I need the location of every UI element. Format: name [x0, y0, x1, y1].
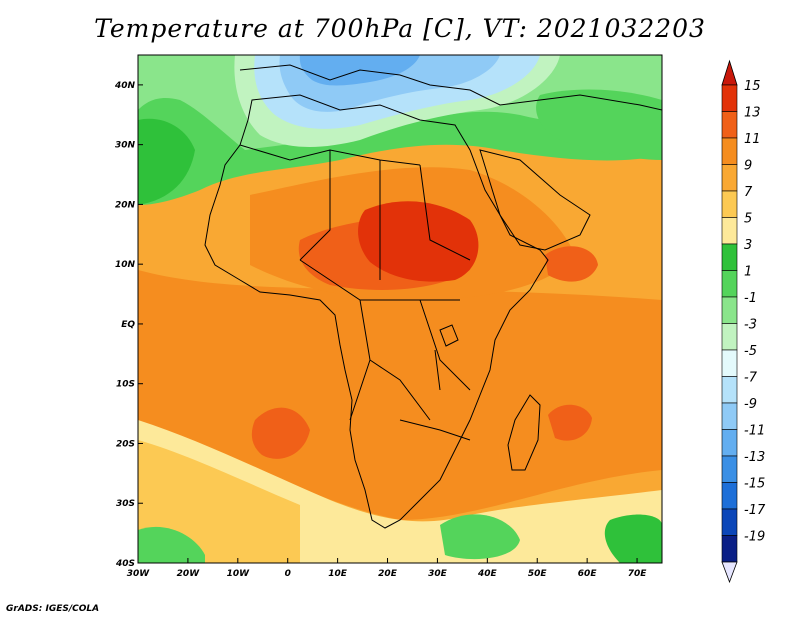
lon-tick-label: 30E [428, 569, 448, 579]
colorbar: 15 13 11 9 7 5 3 1 -1 -3 -5 -7 -9 -11 -13 -15 -17 -19 [721, 59, 766, 584]
colorbar-label: 15 [744, 79, 761, 94]
lon-tick-label: 10E [328, 569, 348, 579]
lat-tick-label: 40N [114, 81, 136, 91]
madagascar-east-warm [548, 404, 592, 441]
colorbar-label: -5 [744, 344, 757, 359]
southwest-ocean-warm [251, 407, 310, 459]
colorbar-label: -13 [744, 450, 765, 465]
colorbar-segment [721, 349, 738, 377]
colorbar-segment [721, 482, 738, 510]
lon-tick-label: 20W [177, 569, 201, 579]
colorbar-label: -9 [744, 397, 757, 412]
colorbar-label: -3 [744, 318, 757, 333]
colorbar-label: -15 [744, 477, 765, 492]
colorbar-max-arrow [721, 59, 738, 86]
lon-tick-label: 10W [227, 569, 251, 579]
colorbar-label: -11 [744, 424, 765, 439]
madagascar-coastline [507, 394, 541, 471]
colorbar-label: 3 [744, 238, 752, 253]
colorbar-segment [721, 376, 738, 404]
colorbar-label: 13 [744, 106, 761, 121]
temperature-field [138, 55, 662, 563]
colorbar-label: -7 [744, 371, 758, 386]
sudan-hot-core [358, 201, 479, 282]
colorbar-label: 5 [744, 212, 752, 227]
colorbar-label: 7 [744, 185, 753, 200]
lon-tick-label: 30W [127, 569, 151, 579]
colorbar-segment [721, 84, 738, 112]
colorbar-label: 1 [744, 265, 752, 280]
lat-tick-label: EQ [121, 320, 135, 330]
colorbar-segment [721, 508, 738, 536]
colorbar-segment [721, 323, 738, 351]
lat-tick-label: 10S [116, 380, 135, 390]
somalia-warm [545, 246, 598, 282]
colorbar-min-arrow [721, 561, 738, 584]
colorbar-label: -1 [744, 291, 757, 306]
colorbar-segment [721, 296, 738, 324]
lon-tick-label: 20E [378, 569, 398, 579]
south-green-3 [604, 514, 662, 563]
longitude-axis: 30W 20W 10W 0 10E 20E 30E 40E 50E 60E 70E [127, 558, 647, 579]
lat-tick-label: 30N [115, 141, 136, 151]
arabian-peninsula-coastline [479, 149, 591, 251]
colorbar-segment [721, 270, 738, 298]
colorbar-label: -17 [744, 503, 766, 518]
colorbar-segment [721, 402, 738, 430]
colorbar-segment [721, 243, 738, 271]
lon-tick-label: 50E [528, 569, 548, 579]
south-green-2 [440, 514, 520, 560]
map-title: Temperature at 700hPa [C], VT: 202103220… [94, 14, 706, 43]
lake-tanganyika [434, 349, 441, 391]
atlantic-green [138, 118, 195, 205]
lat-tick-label: 20S [116, 439, 135, 449]
colorbar-segment [721, 190, 738, 218]
colorbar-label: 9 [744, 159, 752, 174]
south-green-1 [138, 526, 205, 563]
europe-coastline [239, 64, 662, 111]
lon-tick-label: 60E [578, 569, 598, 579]
colorbar-segment [721, 429, 738, 457]
lat-tick-label: 20N [115, 200, 136, 210]
lat-tick-label: 10N [115, 260, 136, 270]
lon-tick-label: 70E [628, 569, 648, 579]
colorbar-segment [721, 535, 738, 563]
plot-frame [137, 54, 663, 564]
lon-tick-label: 40E [477, 569, 498, 579]
colorbar-segment [721, 217, 738, 245]
colorbar-label: 11 [744, 132, 761, 147]
coastlines [204, 64, 662, 529]
national-borders [239, 144, 471, 441]
mideast-green [536, 89, 662, 160]
latitude-axis: 40N 30N 20N 10N EQ 10S 20S 30S 40S [114, 81, 143, 569]
lat-tick-label: 40S [115, 559, 135, 569]
grads-credit: GrADS: IGES/COLA [6, 604, 100, 614]
colorbar-label: -19 [744, 530, 765, 545]
colorbar-segment [721, 111, 738, 139]
lat-tick-label: 30S [116, 499, 135, 509]
colorbar-segment [721, 455, 738, 483]
africa-coastline [204, 94, 549, 529]
lake-victoria [439, 324, 459, 347]
colorbar-segment [721, 164, 738, 192]
colorbar-segment [721, 137, 738, 165]
lon-tick-label: 0 [285, 569, 291, 579]
